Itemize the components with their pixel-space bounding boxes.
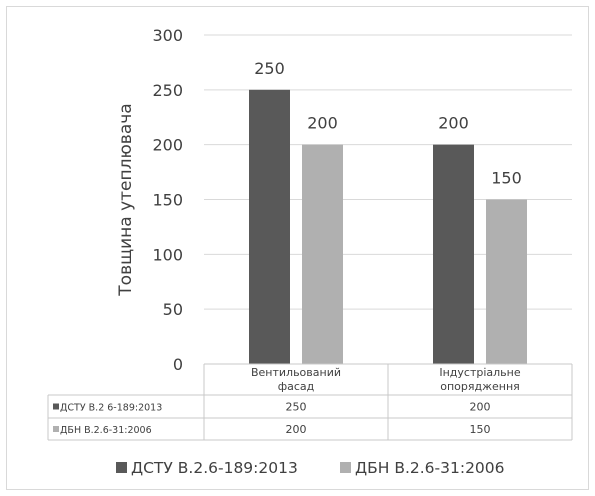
bar-series-1 bbox=[433, 144, 474, 364]
y-tick-label: 300 bbox=[152, 26, 183, 45]
y-tick-label: 100 bbox=[152, 245, 183, 264]
y-tick-label: 50 bbox=[163, 300, 183, 319]
y-tick-label: 0 bbox=[173, 355, 183, 374]
legend-label: ДБН В.2.6-31:2006 bbox=[355, 459, 505, 477]
bar-value-label: 150 bbox=[491, 169, 522, 188]
table-row-label: ДБН В.2.6-31:2006 bbox=[60, 425, 152, 436]
x-category-label: фасад bbox=[278, 380, 315, 393]
table-cell: 200 bbox=[470, 401, 491, 414]
table-legend-key bbox=[53, 403, 59, 410]
bar-series-1 bbox=[249, 89, 290, 364]
bar-value-label: 200 bbox=[438, 114, 469, 133]
legend-swatch bbox=[116, 462, 127, 473]
table-cell: 250 bbox=[286, 401, 307, 414]
table-row-label: ДСТУ В.2 6-189:2013 bbox=[60, 403, 162, 414]
y-axis-title: Товщина утеплювача bbox=[116, 103, 136, 296]
legend-swatch bbox=[340, 462, 351, 473]
table-cell: 150 bbox=[470, 423, 491, 436]
y-tick-label: 150 bbox=[152, 191, 183, 210]
bar-value-label: 250 bbox=[254, 59, 285, 78]
bar-value-label: 200 bbox=[307, 114, 338, 133]
table-legend-key bbox=[53, 426, 59, 432]
x-category-label: Індустріальне bbox=[439, 366, 520, 379]
bar-series-2 bbox=[302, 144, 343, 364]
y-tick-label: 200 bbox=[152, 136, 183, 155]
legend-label: ДСТУ В.2.6-189:2013 bbox=[131, 459, 298, 477]
x-category-label: опорядження bbox=[440, 380, 520, 393]
y-tick-label: 250 bbox=[152, 81, 183, 100]
table-cell: 200 bbox=[286, 423, 307, 436]
bar-series-2 bbox=[486, 199, 527, 364]
x-category-label: Вентильований bbox=[251, 366, 341, 379]
